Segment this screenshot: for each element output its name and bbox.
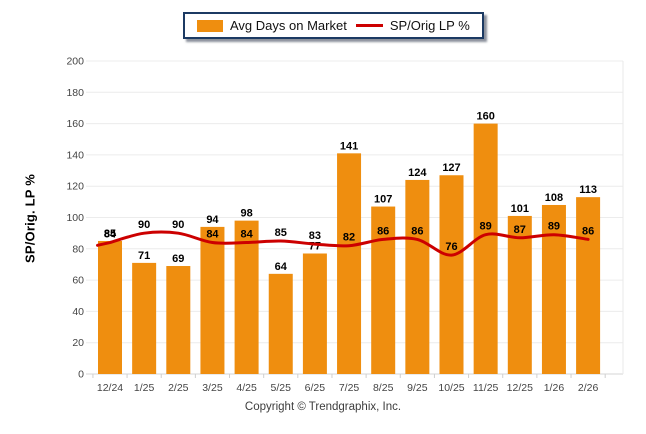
bar-value-label: 94: [206, 214, 219, 226]
line-value-label: 76: [445, 241, 457, 253]
x-tick-label: 2/26: [578, 382, 599, 394]
line-value-label: 89: [480, 221, 492, 233]
bar-value-label: 85: [104, 228, 116, 240]
y-tick-label: 20: [72, 337, 84, 349]
bar-4/25: [234, 220, 259, 374]
bar-7/25: [337, 153, 362, 374]
x-tick-label: 7/25: [339, 382, 360, 394]
y-tick-label: 200: [66, 56, 84, 68]
legend-item-sp-lp[interactable]: SP/Orig LP %: [355, 18, 470, 33]
bar-value-label: 98: [240, 208, 252, 220]
bar-value-label: 107: [374, 194, 392, 206]
bar-5/25: [268, 273, 293, 374]
bar-10/25: [439, 175, 464, 374]
line-value-label: 82: [343, 232, 355, 244]
y-tick-label: 180: [66, 87, 84, 99]
x-tick-label: 10/25: [438, 382, 464, 394]
bar-value-label: 71: [138, 250, 150, 262]
bar-value-label: 141: [340, 140, 358, 152]
y-tick-label: 80: [72, 243, 84, 255]
bar-series-swatch: [197, 19, 223, 32]
chart-legend: Avg Days on Market SP/Orig LP %: [183, 12, 484, 39]
y-tick-label: 100: [66, 212, 84, 224]
x-tick-label: 5/25: [271, 382, 292, 394]
bar-12/24: [98, 240, 122, 374]
x-tick-label: 8/25: [373, 382, 394, 394]
x-tick-label: 9/25: [407, 382, 428, 394]
x-tick-label: 6/25: [305, 382, 326, 394]
bar-value-label: 127: [442, 162, 460, 174]
line-value-label: 87: [514, 224, 526, 236]
y-tick-label: 40: [72, 306, 84, 318]
y-tick-label: 120: [66, 181, 84, 193]
y-tick-label: 140: [66, 149, 84, 161]
line-value-label: 89: [548, 221, 560, 233]
bar-8/25: [371, 206, 396, 374]
y-axis-title: SP/Orig. LP %: [22, 173, 38, 264]
bar-value-label: 64: [275, 261, 288, 273]
bar-value-label: 124: [408, 167, 427, 179]
bar-12/25: [507, 215, 532, 374]
line-series-swatch: [355, 24, 383, 27]
y-tick-label: 60: [72, 275, 84, 287]
sp-orig-lp-line: [96, 230, 590, 257]
bar-value-label: 108: [545, 192, 563, 204]
line-value-label: 86: [582, 225, 594, 237]
line-value-label: 84: [206, 229, 219, 241]
line-value-label: 90: [138, 219, 150, 231]
bar-1/26: [541, 204, 566, 374]
bar-6/25: [302, 253, 327, 374]
bar-11/25: [473, 123, 498, 374]
y-tick-label: 160: [66, 118, 84, 130]
legend-label-sp-lp: SP/Orig LP %: [389, 18, 470, 33]
line-value-label: 86: [411, 225, 423, 237]
line-value-label: 84: [104, 229, 117, 241]
legend-item-avg-days[interactable]: Avg Days on Market: [197, 18, 347, 33]
bar-2/26: [576, 197, 601, 374]
line-value-label: 83: [309, 230, 321, 242]
line-value-label: 90: [172, 219, 184, 231]
bar-value-label: 113: [579, 184, 597, 196]
copyright-text: Copyright © Trendgraphix, Inc.: [244, 401, 402, 413]
bar-1/25: [132, 262, 157, 374]
bar-2/25: [166, 266, 191, 374]
x-tick-label: 11/25: [473, 382, 499, 394]
x-tick-label: 1/25: [134, 382, 155, 394]
x-tick-label: 3/25: [202, 382, 223, 394]
x-tick-label: 2/25: [168, 382, 189, 394]
x-tick-label: 12/24: [97, 382, 123, 394]
bar-3/25: [200, 226, 225, 374]
x-tick-label: 12/25: [507, 382, 533, 394]
bar-9/25: [405, 179, 430, 374]
bar-value-label: 160: [476, 111, 494, 123]
bar-value-label: 69: [172, 253, 184, 265]
line-value-label: 86: [377, 225, 389, 237]
legend-label-avg-days: Avg Days on Market: [230, 18, 347, 33]
bar-value-label: 101: [511, 203, 529, 215]
line-value-label: 85: [275, 227, 287, 239]
x-tick-label: 4/25: [236, 382, 257, 394]
x-tick-label: 1/26: [544, 382, 565, 394]
y-tick-label: 0: [78, 369, 84, 381]
line-value-label: 84: [240, 229, 253, 241]
